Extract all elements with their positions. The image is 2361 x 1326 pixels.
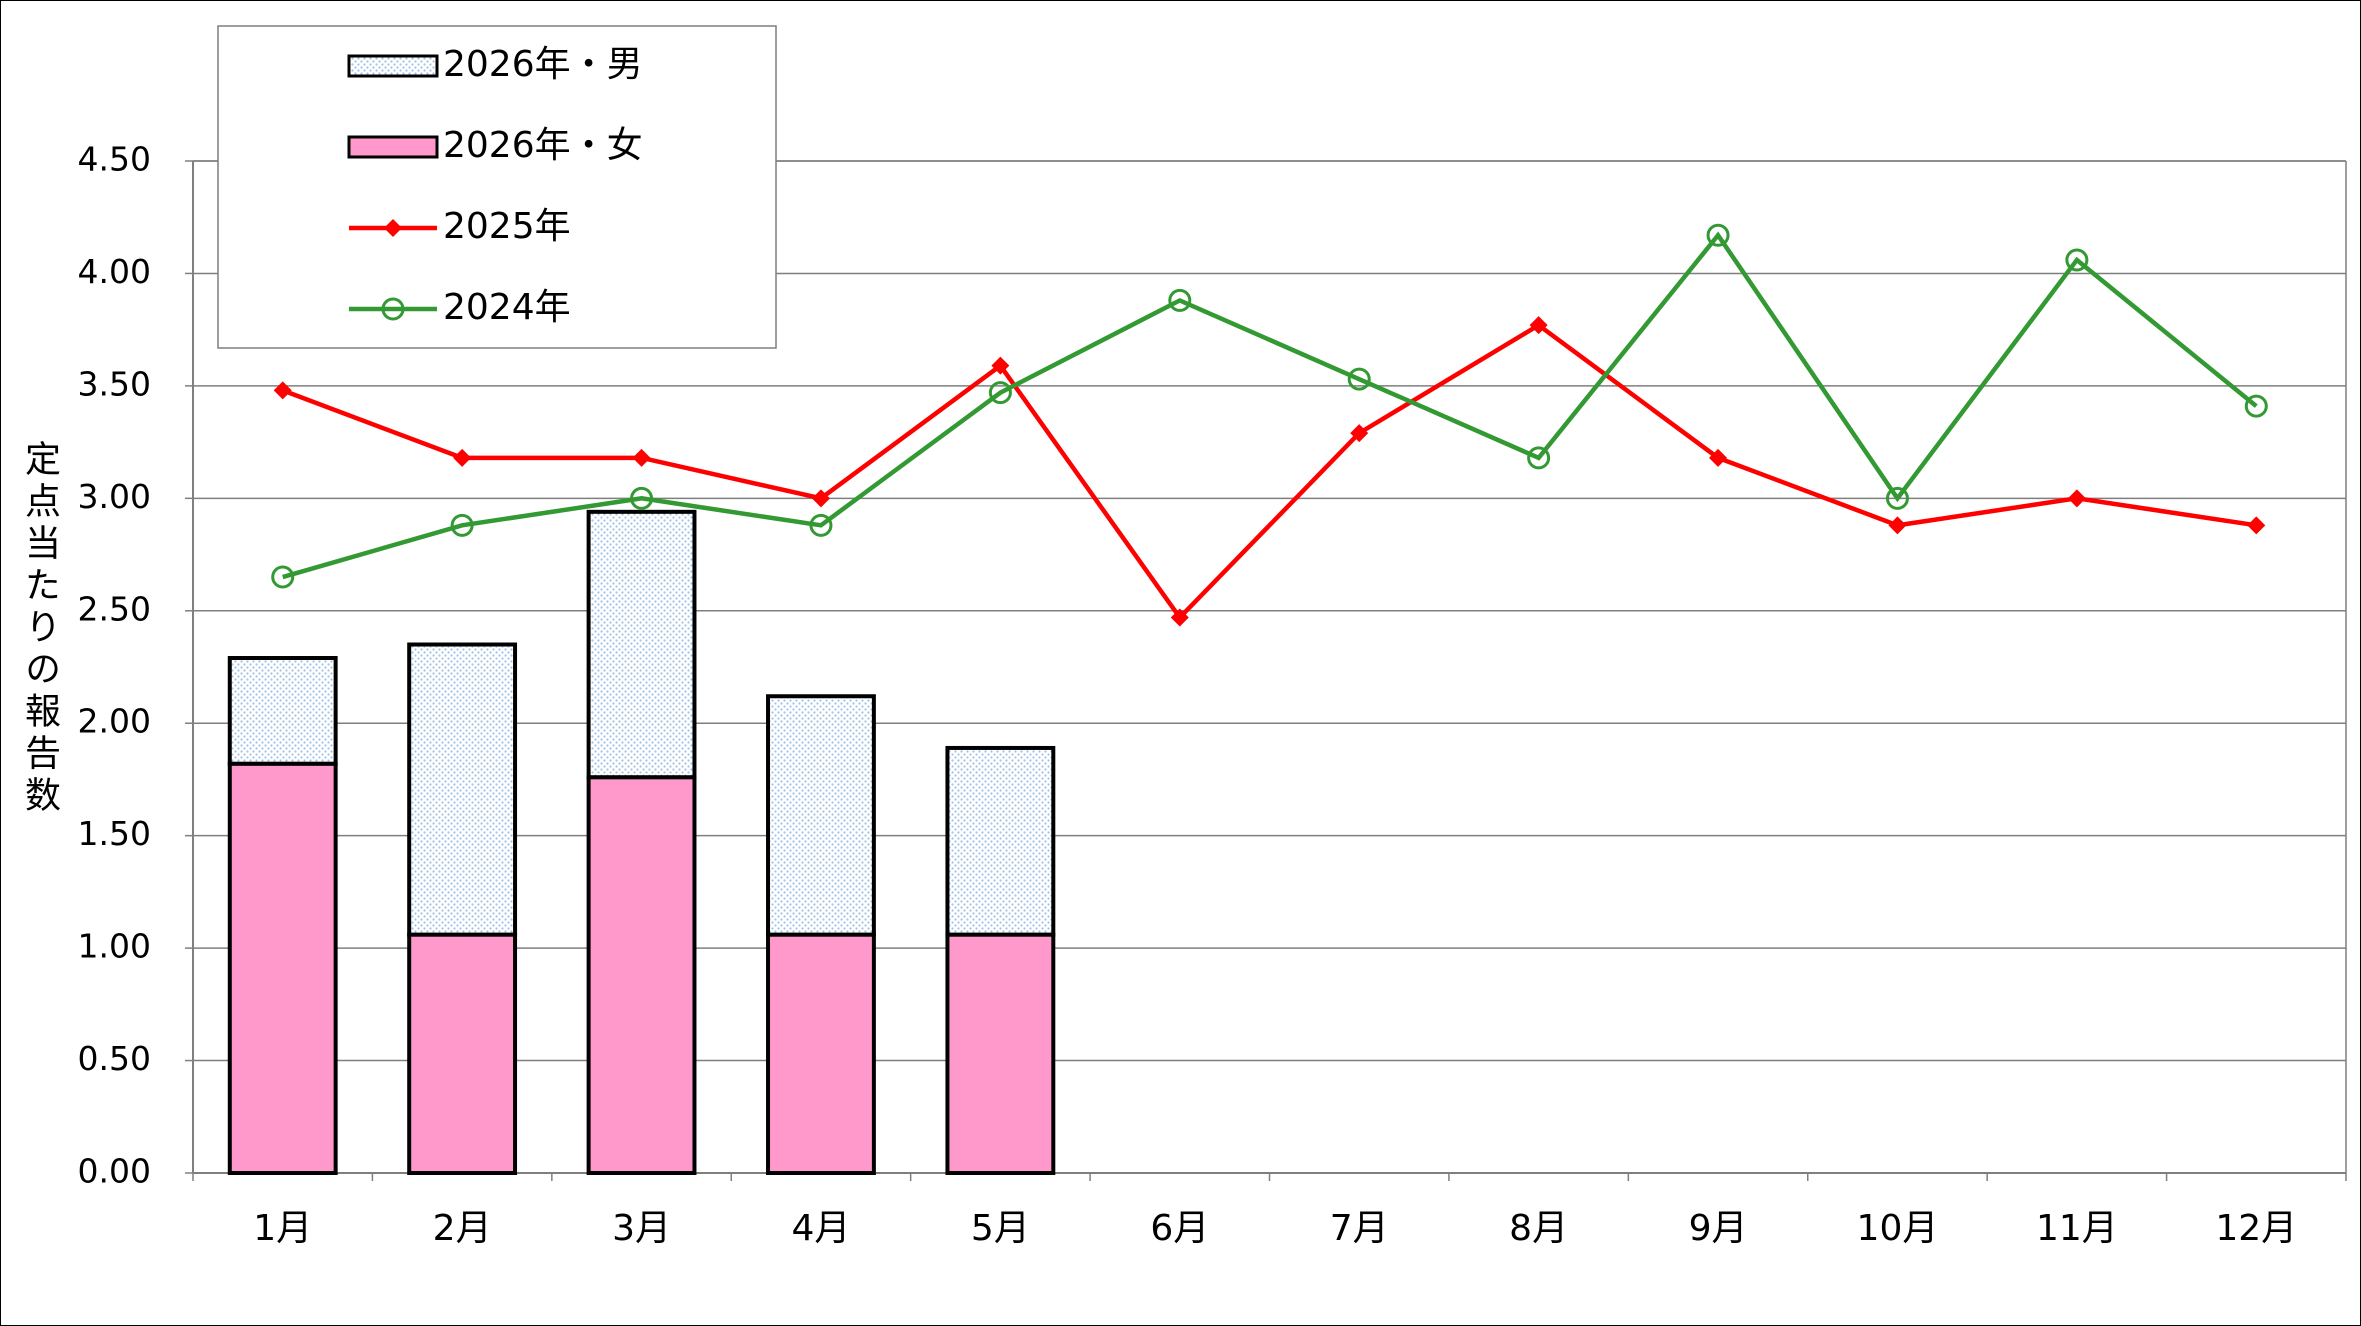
line-marker	[991, 356, 1010, 375]
legend-marker	[381, 297, 405, 321]
line-marker	[1709, 448, 1728, 467]
line-marker	[2065, 248, 2089, 272]
line-marker	[632, 448, 651, 467]
x-tick-label: 1月	[253, 1208, 312, 1249]
bar-segment	[227, 656, 338, 766]
y-tick-label: 4.50	[78, 140, 151, 179]
x-tick-label: 6月	[1150, 1208, 1209, 1249]
x-tick-label: 9月	[1689, 1208, 1748, 1249]
legend-swatch	[347, 54, 439, 78]
bar-segment	[766, 694, 876, 937]
line-marker	[273, 381, 292, 400]
x-tick-label: 8月	[1509, 1208, 1568, 1249]
legend-label: 2026年・女	[443, 125, 643, 166]
y-tick-label: 0.00	[78, 1152, 151, 1191]
line-marker	[2244, 394, 2268, 418]
legend-label: 2026年・男	[443, 44, 643, 85]
x-tick-label: 5月	[971, 1208, 1030, 1249]
bar-segment	[766, 932, 876, 1176]
bar-segment	[227, 761, 338, 1175]
line-marker	[630, 486, 654, 510]
bar-segment	[945, 932, 1056, 1176]
line-marker	[1350, 424, 1369, 443]
line-marker	[1529, 316, 1548, 335]
bar-segment	[407, 642, 518, 937]
line-marker	[1888, 516, 1907, 535]
bar-segment	[586, 775, 697, 1175]
line-marker	[988, 381, 1012, 405]
line-marker	[1170, 608, 1189, 627]
bar-segment	[586, 509, 697, 780]
line-series	[281, 322, 2257, 622]
line-series	[282, 231, 2258, 580]
x-tick-label: 10月	[1857, 1208, 1939, 1249]
line-marker	[1168, 288, 1192, 312]
line-marker	[811, 489, 830, 508]
x-tick-label: 7月	[1330, 1208, 1389, 1249]
line-marker	[2247, 516, 2266, 535]
legend-label: 2024年	[443, 287, 571, 328]
line-marker	[271, 565, 295, 589]
x-tick-label: 4月	[792, 1208, 851, 1249]
line-marker	[453, 448, 472, 467]
line-marker	[1527, 446, 1551, 470]
x-tick-label: 3月	[612, 1208, 671, 1249]
bar-segment	[407, 932, 518, 1176]
y-tick-label: 0.50	[78, 1039, 151, 1078]
bar-segment	[945, 745, 1056, 937]
line-marker	[1885, 486, 1909, 510]
legend-marker	[384, 219, 402, 237]
y-tick-label: 3.50	[78, 364, 151, 403]
legend-swatch	[347, 135, 439, 159]
x-tick-label: 11月	[2036, 1208, 2118, 1249]
x-tick-label: 2月	[433, 1208, 492, 1249]
y-tick-label: 1.50	[78, 814, 151, 853]
line-marker	[450, 513, 474, 537]
line-marker	[2067, 489, 2086, 508]
legend-box	[217, 25, 777, 349]
line-marker	[809, 513, 833, 537]
legend-label: 2025年	[443, 206, 571, 247]
y-axis-label: 定点当たりの報告数	[19, 440, 60, 818]
line-marker	[1706, 223, 1730, 247]
y-tick-label: 3.00	[78, 477, 151, 516]
y-tick-label: 2.00	[78, 702, 151, 741]
y-tick-label: 2.50	[78, 589, 151, 628]
line-marker	[1347, 367, 1371, 391]
x-tick-label: 12月	[2215, 1208, 2297, 1249]
y-tick-label: 4.00	[78, 252, 151, 291]
y-tick-label: 1.00	[78, 927, 151, 966]
